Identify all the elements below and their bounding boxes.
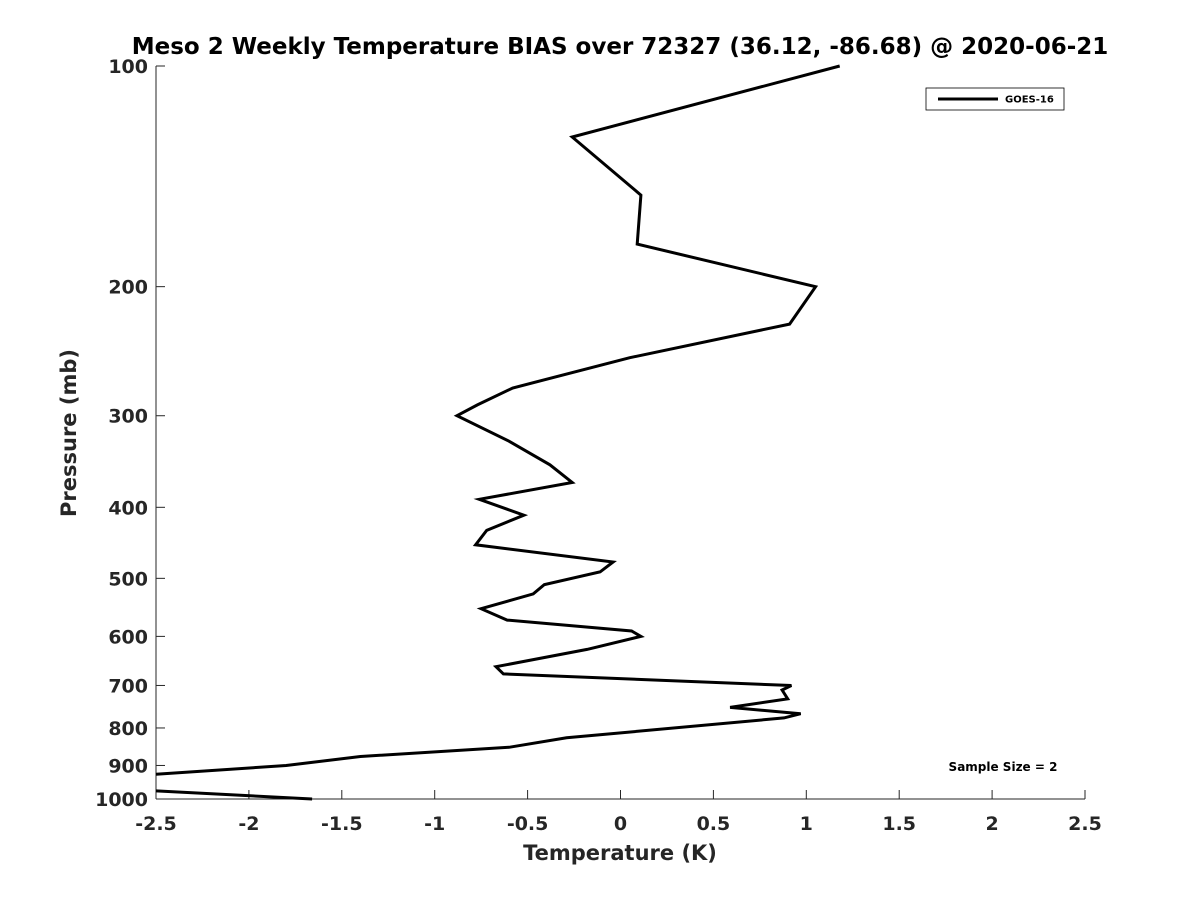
y-tick-label: 600 [108, 626, 148, 648]
y-tick-label: 800 [108, 718, 148, 740]
x-tick-label: -2.5 [135, 813, 177, 835]
x-axis-ticks: -2.5 -2 -1.5 -1 -0.5 0 0.5 1 1.5 2 2.5 [135, 790, 1102, 835]
x-tick-label: 0 [614, 813, 627, 835]
x-tick-label: 2.5 [1068, 813, 1102, 835]
y-tick-label: 300 [108, 406, 148, 428]
x-tick-label: 0.5 [697, 813, 731, 835]
x-tick-label: 2 [985, 813, 998, 835]
legend: GOES-16 [925, 87, 1065, 111]
y-tick-label: 1000 [95, 789, 148, 811]
y-tick-label: 700 [108, 675, 148, 697]
chart-title: Meso 2 Weekly Temperature BIAS over 7232… [132, 34, 1109, 60]
y-tick-label: 900 [108, 755, 148, 777]
y-axis-label: Pressure (mb) [57, 349, 81, 517]
series-line-2 [155, 789, 313, 801]
y-tick-label: 500 [108, 568, 148, 590]
x-tick-label: 1 [800, 813, 813, 835]
series-line-1 [155, 64, 841, 776]
x-axis-label: Temperature (K) [523, 841, 717, 865]
x-tick-label: -2 [238, 813, 259, 835]
x-tick-label: -0.5 [507, 813, 549, 835]
y-tick-label: 400 [108, 497, 148, 519]
legend-entry-goes-16: GOES-16 [1005, 95, 1054, 106]
x-tick-label: 1.5 [882, 813, 916, 835]
series-lines [155, 64, 841, 801]
x-tick-label: -1.5 [321, 813, 363, 835]
sample-size-annotation: Sample Size = 2 [949, 760, 1058, 774]
y-axis-ticks: 100 200 300 400 500 600 700 800 900 1000 [95, 56, 165, 811]
x-tick-label: -1 [424, 813, 445, 835]
y-tick-label: 100 [108, 56, 148, 78]
y-tick-label: 200 [108, 277, 148, 299]
